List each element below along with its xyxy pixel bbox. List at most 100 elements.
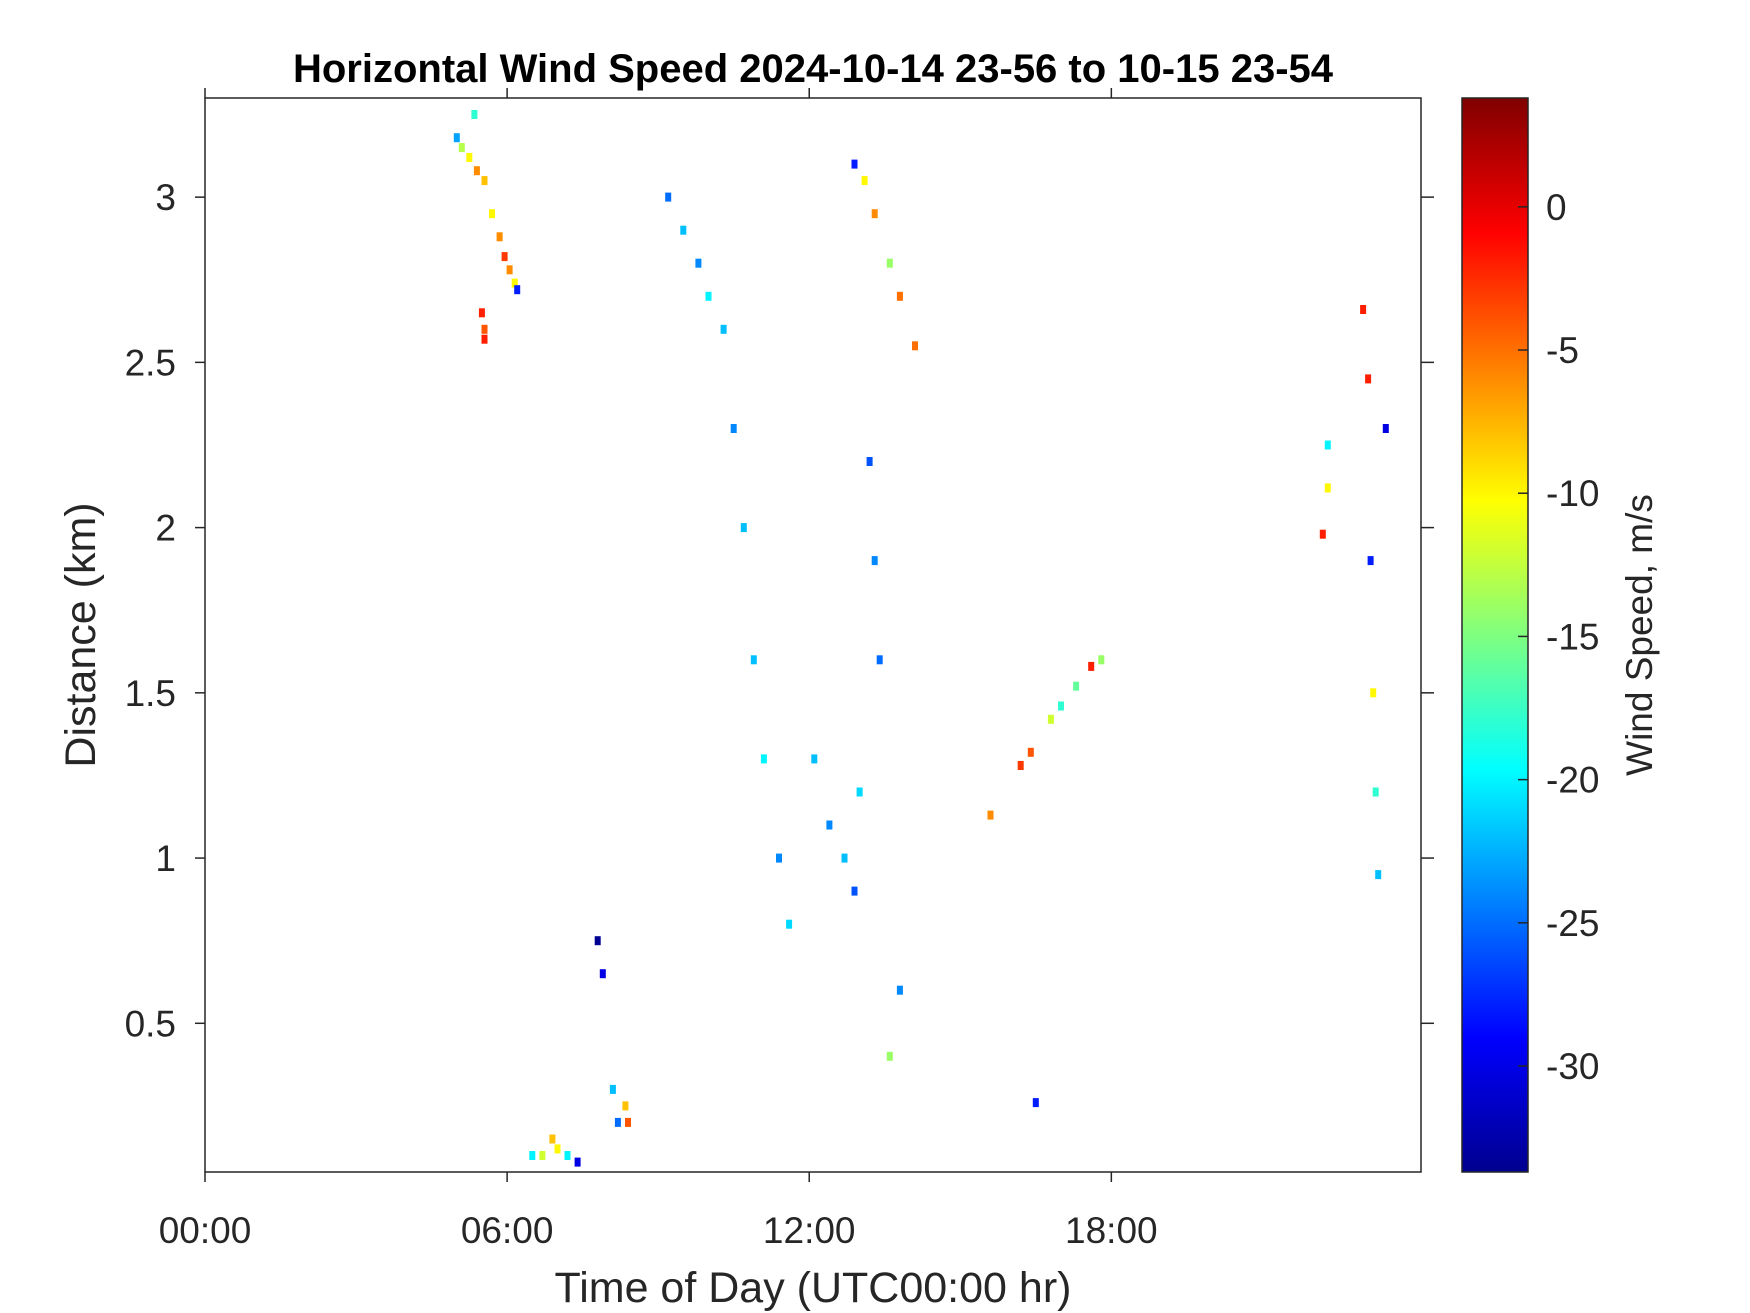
x-tick-label: 18:00 [1065, 1210, 1158, 1251]
colorbar-ticks: 0 -5 -10 -15 -20 -25 -30 [1518, 187, 1599, 1087]
heatmap-cell [481, 334, 488, 344]
heatmap-cell [529, 1151, 536, 1160]
heatmap-cell [489, 209, 495, 219]
heatmap-cell [599, 969, 606, 979]
heatmap-cell [549, 1134, 556, 1144]
heatmap-cell [720, 324, 727, 334]
heatmap-cell [1058, 701, 1064, 711]
colorbar-tick-label: -30 [1546, 1046, 1599, 1087]
plot-area [205, 98, 1421, 1172]
heatmap-cell [680, 225, 687, 235]
colorbar-label: Wind Speed, m/s [1619, 494, 1660, 776]
heatmap-cell [1360, 305, 1367, 314]
y-tick-label: 2 [155, 508, 176, 549]
heatmap-cell [886, 1051, 893, 1061]
y-tick-label: 1.5 [125, 673, 176, 714]
heatmap-cell [594, 936, 601, 946]
colorbar-tick-label: -25 [1546, 903, 1599, 944]
heatmap-cell [876, 655, 883, 665]
heatmap-cell [1098, 655, 1105, 665]
heatmap-cell [539, 1151, 546, 1160]
y-tick-label: 0.5 [125, 1003, 176, 1044]
heatmap-cell [811, 754, 818, 764]
heatmap-cells [453, 110, 1389, 1167]
heatmap-cell [730, 424, 737, 433]
x-tick-label: 00:00 [159, 1210, 252, 1251]
heatmap-cell [554, 1144, 561, 1154]
heatmap-cell [705, 291, 712, 301]
colorbar-tick-label: -10 [1546, 473, 1599, 514]
heatmap-cell [1382, 424, 1389, 433]
heatmap-cell [481, 176, 488, 186]
heatmap-cell [912, 341, 918, 351]
heatmap-cell [1032, 1098, 1039, 1108]
heatmap-cell [1372, 787, 1379, 797]
heatmap-cell [1370, 688, 1377, 698]
heatmap-cell [622, 1101, 629, 1111]
heatmap-cell [471, 110, 478, 119]
colorbar [1461, 97, 1529, 1173]
heatmap-cell [851, 159, 858, 169]
heatmap-cell [511, 278, 518, 288]
heatmap-cell [1088, 661, 1095, 671]
heatmap-cell [776, 853, 782, 863]
heatmap-cell [453, 133, 460, 143]
y-tick-label: 2.5 [125, 342, 176, 383]
heatmap-cell [987, 810, 994, 820]
colorbar-tick-label: -20 [1546, 760, 1599, 801]
heatmap-cell [871, 556, 878, 566]
heatmap-cell [826, 820, 833, 830]
colorbar-tick-label: -15 [1546, 616, 1599, 657]
heatmap-cell [564, 1151, 571, 1160]
x-axis: 00:00 06:00 12:00 18:00 [159, 88, 1158, 1251]
heatmap-cell [466, 153, 473, 162]
heatmap-cell [514, 285, 521, 295]
heatmap-cell [1017, 761, 1024, 770]
heatmap-cell [750, 655, 757, 665]
heatmap-cell [786, 919, 793, 929]
heatmap-cell [1027, 747, 1034, 757]
heatmap-cell [506, 265, 513, 275]
heatmap-cell [1319, 529, 1326, 539]
heatmap-cell [740, 523, 747, 533]
colorbar-tick-label: -5 [1546, 330, 1579, 371]
x-tick-label: 06:00 [461, 1210, 554, 1251]
y-tick-label: 1 [155, 838, 176, 879]
heatmap-cell [625, 1117, 631, 1127]
heatmap-cell [1365, 374, 1372, 384]
y-axis: 0.5 1 1.5 2 2.5 3 [125, 177, 1434, 1044]
heatmap-cell [861, 176, 868, 186]
heatmap-cell [866, 457, 873, 466]
heatmap-cell [841, 853, 848, 863]
heatmap-cell [501, 252, 508, 262]
heatmap-cell [609, 1084, 616, 1094]
heatmap-cell [614, 1117, 621, 1127]
heatmap-cell [886, 258, 893, 268]
heatmap-cell [1367, 556, 1374, 566]
heatmap-cell [574, 1157, 581, 1167]
heatmap-cell [1375, 870, 1382, 880]
heatmap-cell [473, 166, 480, 176]
heatmap-cell [1047, 714, 1054, 724]
chart-title: Horizontal Wind Speed 2024-10-14 23-56 t… [293, 47, 1334, 91]
heatmap-cell [896, 291, 903, 301]
heatmap-cell [695, 258, 702, 268]
y-axis-label: Distance (km) [57, 502, 105, 767]
heatmap-cell [871, 209, 878, 219]
heatmap-cell [478, 308, 485, 318]
heatmap-cell [1073, 681, 1080, 691]
heatmap-cell [760, 754, 767, 764]
heatmap-cell [851, 886, 858, 896]
heatmap-cell [481, 324, 488, 334]
y-tick-label: 3 [155, 177, 176, 218]
plot-frame [204, 97, 1422, 1173]
heatmap-cell [856, 787, 863, 797]
heatmap-cell [1324, 483, 1331, 493]
heatmap-cell [458, 143, 465, 153]
heatmap-cell [496, 232, 503, 242]
x-axis-label: Time of Day (UTC00:00 hr) [555, 1264, 1072, 1312]
heatmap-cell [896, 985, 903, 995]
x-tick-label: 12:00 [763, 1210, 856, 1251]
heatmap-cell [1324, 440, 1331, 450]
